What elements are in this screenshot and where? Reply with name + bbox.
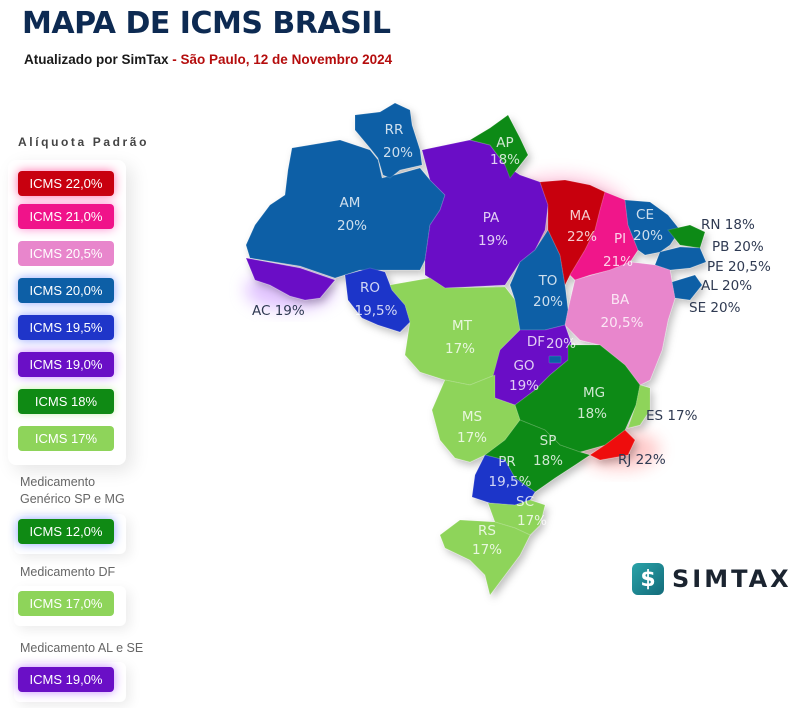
state-ES (627, 384, 651, 429)
label-RO-rate: 19,5% (355, 303, 398, 319)
label-AC: AC 19% (252, 303, 305, 319)
label-ES: ES 17% (646, 408, 698, 424)
legend-item-19: ICMS 19,0% (18, 352, 114, 377)
state-RR (354, 102, 423, 179)
label-DF-rate: 20% (546, 336, 576, 352)
special-al-se-pill: ICMS 19,0% (18, 667, 114, 692)
state-AP (468, 114, 529, 180)
label-GO-uf: GO (513, 358, 534, 374)
state-BA (564, 261, 676, 386)
label-SP-uf: SP (540, 433, 557, 449)
special-df-title: Medicamento DF (20, 565, 116, 579)
label-RO-uf: RO (360, 280, 380, 296)
updated-by: Atualizado por SimTax (24, 52, 169, 67)
label-RS-uf: RS (478, 523, 496, 539)
label-MA-rate: 22% (567, 229, 597, 245)
state-AC (245, 257, 336, 301)
label-TO-uf: TO (538, 273, 558, 289)
label-RN: RN 18% (701, 217, 755, 233)
label-PA-rate: 19% (478, 233, 508, 249)
label-CE-uf: CE (636, 207, 654, 223)
label-MG-rate: 18% (577, 406, 607, 422)
label-SC-rate: 17% (517, 513, 547, 529)
legend-item-21: ICMS 21,0% (18, 204, 114, 229)
label-PA-uf: PA (483, 210, 500, 226)
label-SP-rate: 18% (533, 453, 563, 469)
label-SC-uf: SC (516, 494, 534, 510)
label-SE: SE 20% (689, 300, 741, 316)
label-PR-rate: 19,5% (489, 474, 532, 490)
label-BA-uf: BA (611, 292, 630, 308)
label-RJ: RJ 22% (618, 452, 666, 468)
legend-item-19-5: ICMS 19,5% (18, 315, 114, 340)
special-generic-pill: ICMS 12,0% (18, 519, 114, 544)
legend-item-22: ICMS 22,0% (18, 171, 114, 196)
state-AL-SE (671, 274, 703, 301)
state-RN (667, 224, 706, 249)
label-PE: PE 20,5% (707, 259, 771, 275)
label-PR-uf: PR (498, 454, 516, 470)
label-PI-rate: 21% (603, 254, 633, 270)
label-PI-uf: PI (614, 231, 626, 247)
label-DF-uf: DF (527, 334, 545, 350)
label-MT-rate: 17% (445, 341, 475, 357)
legend-item-17: ICMS 17% (18, 426, 114, 451)
label-BA-rate: 20,5% (601, 315, 644, 331)
label-AM-rate: 20% (337, 218, 367, 234)
location-date: - São Paulo, 12 de Novembro 2024 (168, 52, 393, 67)
label-MS-uf: MS (462, 409, 482, 425)
logo-text: SIMTAX (672, 565, 792, 593)
label-CE-rate: 20% (633, 228, 663, 244)
label-GO-rate: 19% (509, 378, 539, 394)
label-MA-uf: MA (570, 208, 592, 224)
label-AM-uf: AM (340, 195, 361, 211)
legend-heading: Alíquota Padrão (18, 135, 150, 149)
subtitle: Atualizado por SimTax - São Paulo, 12 de… (24, 52, 392, 67)
label-PB: PB 20% (712, 239, 764, 255)
label-AP-rate: 18% (490, 152, 520, 168)
state-CE (624, 199, 681, 256)
label-MG-uf: MG (583, 385, 605, 401)
legend-item-20-5: ICMS 20,5% (18, 241, 114, 266)
special-generic-title-line2: Genérico SP e MG (20, 492, 125, 506)
special-df-pill: ICMS 17,0% (18, 591, 114, 616)
legend-item-18: ICMS 18% (18, 389, 114, 414)
legend-item-20: ICMS 20,0% (18, 278, 114, 303)
special-generic-title-line1: Medicamento (20, 475, 96, 489)
label-AL: AL 20% (701, 278, 752, 294)
state-RS (439, 519, 531, 597)
special-generic-title: Medicamento Genérico SP e MG (20, 474, 125, 508)
label-RS-rate: 17% (472, 542, 502, 558)
simtax-logo: $ SIMTAX (632, 563, 792, 595)
page-title: MAPA DE ICMS BRASIL (22, 6, 391, 41)
label-TO-rate: 20% (533, 294, 563, 310)
label-RR-rate: 20% (383, 145, 413, 161)
state-DF (548, 355, 562, 364)
special-al-se-title: Medicamento AL e SE (20, 641, 144, 655)
label-AP-uf: AP (496, 135, 513, 151)
label-MS-rate: 17% (457, 430, 487, 446)
label-MT-uf: MT (452, 318, 473, 334)
dollar-icon: $ (632, 563, 664, 595)
label-RR-uf: RR (385, 122, 404, 138)
